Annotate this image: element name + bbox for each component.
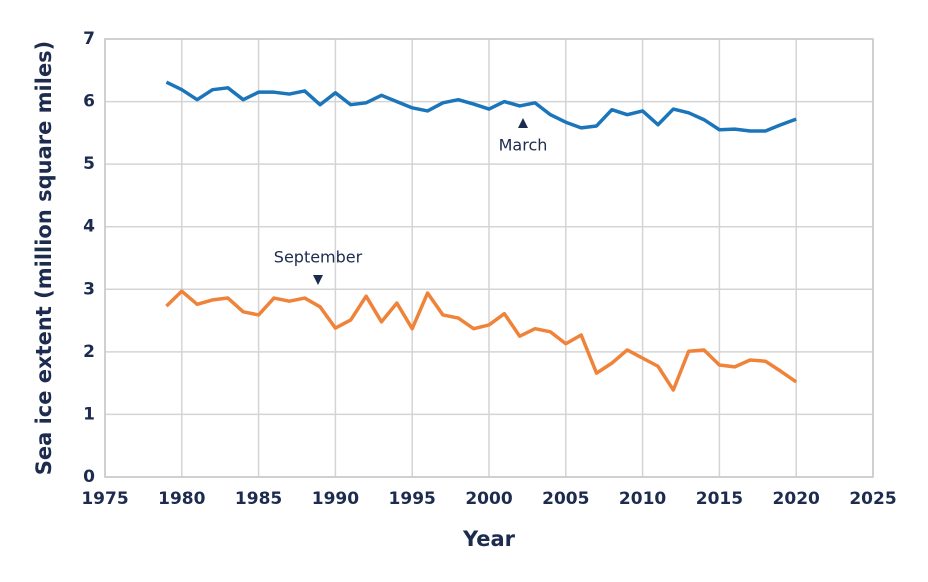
y-tick-label: 3 xyxy=(83,279,95,299)
x-axis-title: Year xyxy=(462,527,516,551)
x-tick-label: 1975 xyxy=(81,489,128,509)
y-tick-label: 6 xyxy=(83,92,95,112)
y-tick-label: 2 xyxy=(83,342,95,362)
x-tick-label: 1980 xyxy=(158,489,205,509)
arrow xyxy=(518,118,528,128)
y-tick-label: 7 xyxy=(83,29,95,49)
x-tick-label: 1985 xyxy=(235,489,282,509)
arrow xyxy=(313,275,323,285)
x-tick-label: 2000 xyxy=(465,489,512,509)
x-tick-label: 2025 xyxy=(849,489,896,509)
data-line xyxy=(165,80,797,133)
x-tick-label: 1990 xyxy=(312,489,359,509)
plot-frame xyxy=(104,38,874,478)
x-tick-label: 1995 xyxy=(389,489,436,509)
x-tick-label: 2005 xyxy=(542,489,589,509)
y-tick-label: 1 xyxy=(83,404,95,424)
x-tick-label: 2015 xyxy=(696,489,743,509)
y-tick-label: 4 xyxy=(83,217,95,237)
y-tick-label: 5 xyxy=(83,154,95,174)
data-line xyxy=(165,289,798,392)
y-axis-title: Sea ice extent (million square miles) xyxy=(32,41,56,476)
x-tick-label: 2010 xyxy=(619,489,666,509)
series-label: March xyxy=(499,136,548,155)
series-label: September xyxy=(274,248,363,267)
y-tick-label: 0 xyxy=(83,467,95,487)
x-tick-label: 2020 xyxy=(773,489,820,509)
